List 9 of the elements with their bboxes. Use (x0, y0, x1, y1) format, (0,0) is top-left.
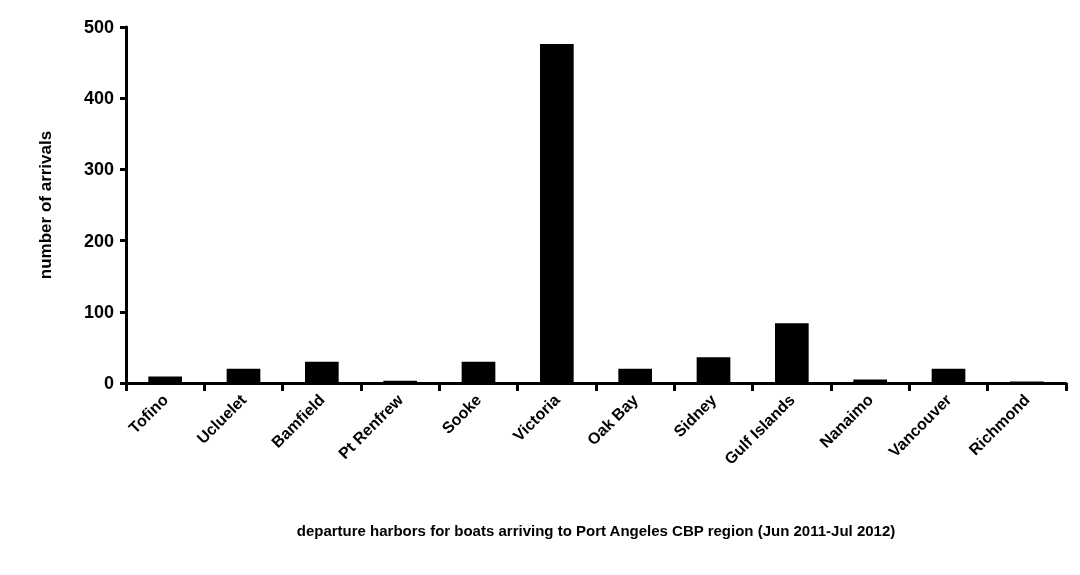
y-tick-label: 100 (83, 301, 114, 322)
x-axis-title: departure harbors for boats arriving to Port Angeles CBP region (Jun 2011-Jul 2012) (296, 522, 896, 539)
y-tick-label: 200 (83, 230, 114, 251)
x-tick-label: Oak Bay (583, 390, 642, 449)
y-tick-label: 300 (83, 159, 114, 180)
y-tick-label: 400 (83, 88, 114, 109)
y-tick-label: 0 (103, 373, 114, 393)
y-axis-title: number of arrivals (36, 130, 55, 280)
y-tick-label: 500 (83, 17, 114, 37)
